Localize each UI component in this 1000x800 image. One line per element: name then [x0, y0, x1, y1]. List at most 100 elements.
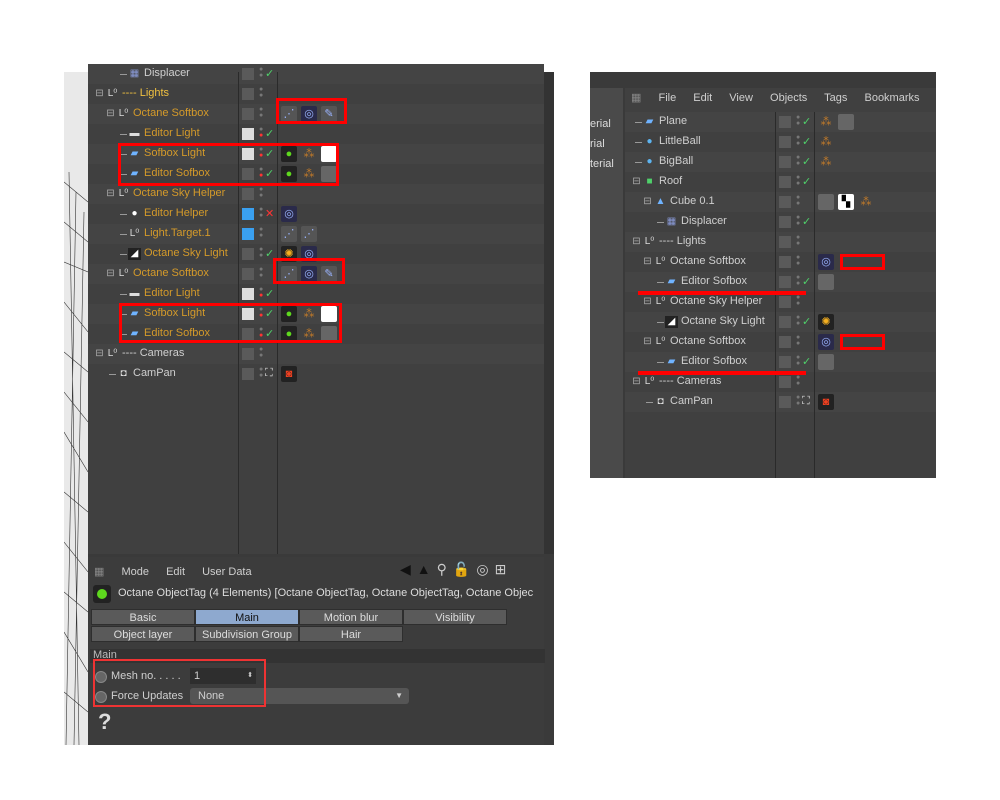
object-row[interactable]: ⊟ L⁰ ---- Cameras ● ● [625, 372, 936, 392]
object-name[interactable]: Octane Sky Light [144, 247, 228, 259]
white-material-icon[interactable] [321, 306, 337, 322]
layer-swatch[interactable] [242, 368, 254, 380]
object-name[interactable]: Octane Sky Light [681, 315, 765, 327]
object-row[interactable]: ⊟ ■ Roof ● ● ✓ [625, 172, 936, 192]
visibility-dots[interactable]: ● ● [259, 166, 264, 179]
layer-swatch[interactable] [779, 316, 791, 328]
visibility-dots[interactable]: ● ● [259, 66, 264, 79]
menu-objects[interactable]: Objects [770, 92, 808, 104]
object-row[interactable]: ⊟ L⁰ Octane Softbox ● ● ◎ [625, 332, 936, 352]
protection-tag-icon[interactable]: ✎ [321, 266, 337, 282]
object-name[interactable]: Sofbox Light [144, 307, 206, 319]
visibility-dots[interactable]: ● ● [259, 226, 264, 239]
tab-subdivision-group[interactable]: Subdivision Group [195, 626, 299, 642]
visibility-dots[interactable]: ● ● [259, 286, 264, 299]
layer-swatch[interactable] [242, 288, 254, 300]
tab-hair[interactable]: Hair [299, 626, 403, 642]
expand-icon[interactable]: ⊟ [106, 188, 115, 199]
octane-light-tag-icon[interactable]: ◎ [818, 254, 834, 270]
visibility-dots[interactable]: ● ● [796, 334, 801, 347]
material-tag-icon[interactable]: ⁂ [303, 328, 315, 340]
camera-tag-icon[interactable]: ◙ [818, 394, 834, 410]
object-row[interactable]: ▦ Displacer ● ● ✓ [625, 212, 936, 232]
enabled-check-icon[interactable]: ✓ [265, 148, 275, 160]
layer-swatch[interactable] [779, 156, 791, 168]
object-row[interactable]: ▰ Editor Sofbox ● ● ✓ ● ⁂ [88, 164, 544, 184]
target-icon[interactable]: ⛶ [802, 395, 810, 407]
material-tag-icon[interactable]: ⁂ [820, 116, 832, 128]
object-name[interactable]: Plane [659, 115, 688, 127]
layer-swatch[interactable] [242, 228, 254, 240]
octane-object-tag-icon[interactable]: ● [281, 306, 297, 322]
help-icon[interactable]: ? [98, 709, 112, 734]
object-name[interactable]: Octane Sky Helper [133, 187, 226, 199]
object-name[interactable]: LittleBall [659, 135, 701, 147]
material-tag-icon[interactable]: ⁂ [303, 168, 315, 180]
material-item[interactable]: erial [590, 118, 611, 130]
layer-swatch[interactable] [242, 168, 254, 180]
enabled-check-icon[interactable]: ✓ [802, 216, 812, 228]
object-name[interactable]: Sofbox Light [144, 147, 206, 159]
enabled-check-icon[interactable]: ✓ [802, 116, 812, 128]
layer-swatch[interactable] [779, 256, 791, 268]
visibility-dots[interactable]: ● ● [796, 154, 801, 167]
object-row[interactable]: ⊟ L⁰ Octane Softbox ● ● ⋰ ◎ ✎ [88, 104, 544, 124]
layer-swatch[interactable] [779, 216, 791, 228]
visibility-dots[interactable]: ● ● [259, 106, 264, 119]
menu-bookmarks[interactable]: Bookmarks [864, 92, 920, 104]
enabled-check-icon[interactable]: ✓ [265, 308, 275, 320]
object-row[interactable]: ◘ CamPan ● ● ⛶ ◙ [625, 392, 936, 412]
protection-tag-icon[interactable]: ✎ [321, 106, 337, 122]
back-arrow-icon[interactable]: ◀ [400, 561, 417, 577]
object-row[interactable]: ● BigBall ● ● ✓ ⁂ [625, 152, 936, 172]
layer-swatch[interactable] [779, 336, 791, 348]
menu-tags[interactable]: Tags [824, 92, 848, 104]
octane-light-tag-icon[interactable]: ◎ [301, 266, 317, 282]
visibility-dots[interactable]: ● ● [259, 246, 264, 259]
layer-swatch[interactable] [242, 68, 254, 80]
visibility-dots[interactable]: ● ● [796, 314, 801, 327]
visibility-dots[interactable]: ● ● [259, 366, 264, 379]
enabled-check-icon[interactable]: ✓ [265, 328, 275, 340]
expand-icon[interactable]: ⊟ [643, 296, 652, 307]
expand-icon[interactable]: ⊟ [643, 336, 652, 347]
object-name[interactable]: CamPan [670, 395, 713, 407]
material-tag-icon[interactable]: ⁂ [820, 136, 832, 148]
layer-swatch[interactable] [242, 348, 254, 360]
force-animate-radio[interactable] [95, 691, 107, 703]
gray-material-icon[interactable] [321, 166, 337, 182]
enabled-check-icon[interactable]: ✓ [265, 288, 275, 300]
menu-view[interactable]: View [729, 92, 753, 104]
tab-basic[interactable]: Basic [91, 609, 195, 625]
object-name[interactable]: ---- Cameras [659, 375, 722, 387]
mesh-no-input[interactable]: 1 ⬍ [190, 668, 256, 684]
mesh-animate-radio[interactable] [95, 671, 107, 683]
visibility-dots[interactable]: ● ● [796, 294, 801, 307]
layer-swatch[interactable] [779, 136, 791, 148]
target-tag-icon[interactable]: ⋰ [281, 106, 297, 122]
menu-edit[interactable]: Edit [693, 92, 713, 104]
menu-file[interactable]: File [658, 92, 677, 104]
tab-visibility[interactable]: Visibility [403, 609, 507, 625]
octane-object-tag-icon[interactable]: ● [281, 326, 297, 342]
new-panel-icon[interactable]: ⊞ [494, 561, 513, 577]
layer-swatch[interactable] [779, 396, 791, 408]
object-row[interactable]: ◢ Octane Sky Light ● ● ✓ ✺ [625, 312, 936, 332]
search-icon[interactable]: ⚲ [436, 561, 453, 577]
object-row[interactable]: ⊟ L⁰ Octane Softbox ● ● ◎ [625, 252, 936, 272]
object-name[interactable]: Octane Softbox [670, 255, 746, 267]
object-name[interactable]: ---- Lights [122, 87, 170, 99]
visibility-dots[interactable]: ● ● [259, 346, 264, 359]
menu-edit[interactable]: Edit [166, 566, 186, 578]
visibility-dots[interactable]: ● ● [259, 326, 264, 339]
layer-swatch[interactable] [242, 88, 254, 100]
expand-icon[interactable]: ⊟ [106, 268, 115, 279]
visibility-dots[interactable]: ● ● [259, 126, 264, 139]
expand-icon[interactable]: ⊟ [632, 376, 641, 387]
object-row[interactable]: ▬ Editor Light ● ● ✓ [88, 124, 544, 144]
layer-swatch[interactable] [779, 276, 791, 288]
material-tag-icon[interactable]: ⁂ [820, 156, 832, 168]
tab-motion-blur[interactable]: Motion blur [299, 609, 403, 625]
layer-swatch[interactable] [779, 356, 791, 368]
white-material-icon[interactable] [321, 146, 337, 162]
